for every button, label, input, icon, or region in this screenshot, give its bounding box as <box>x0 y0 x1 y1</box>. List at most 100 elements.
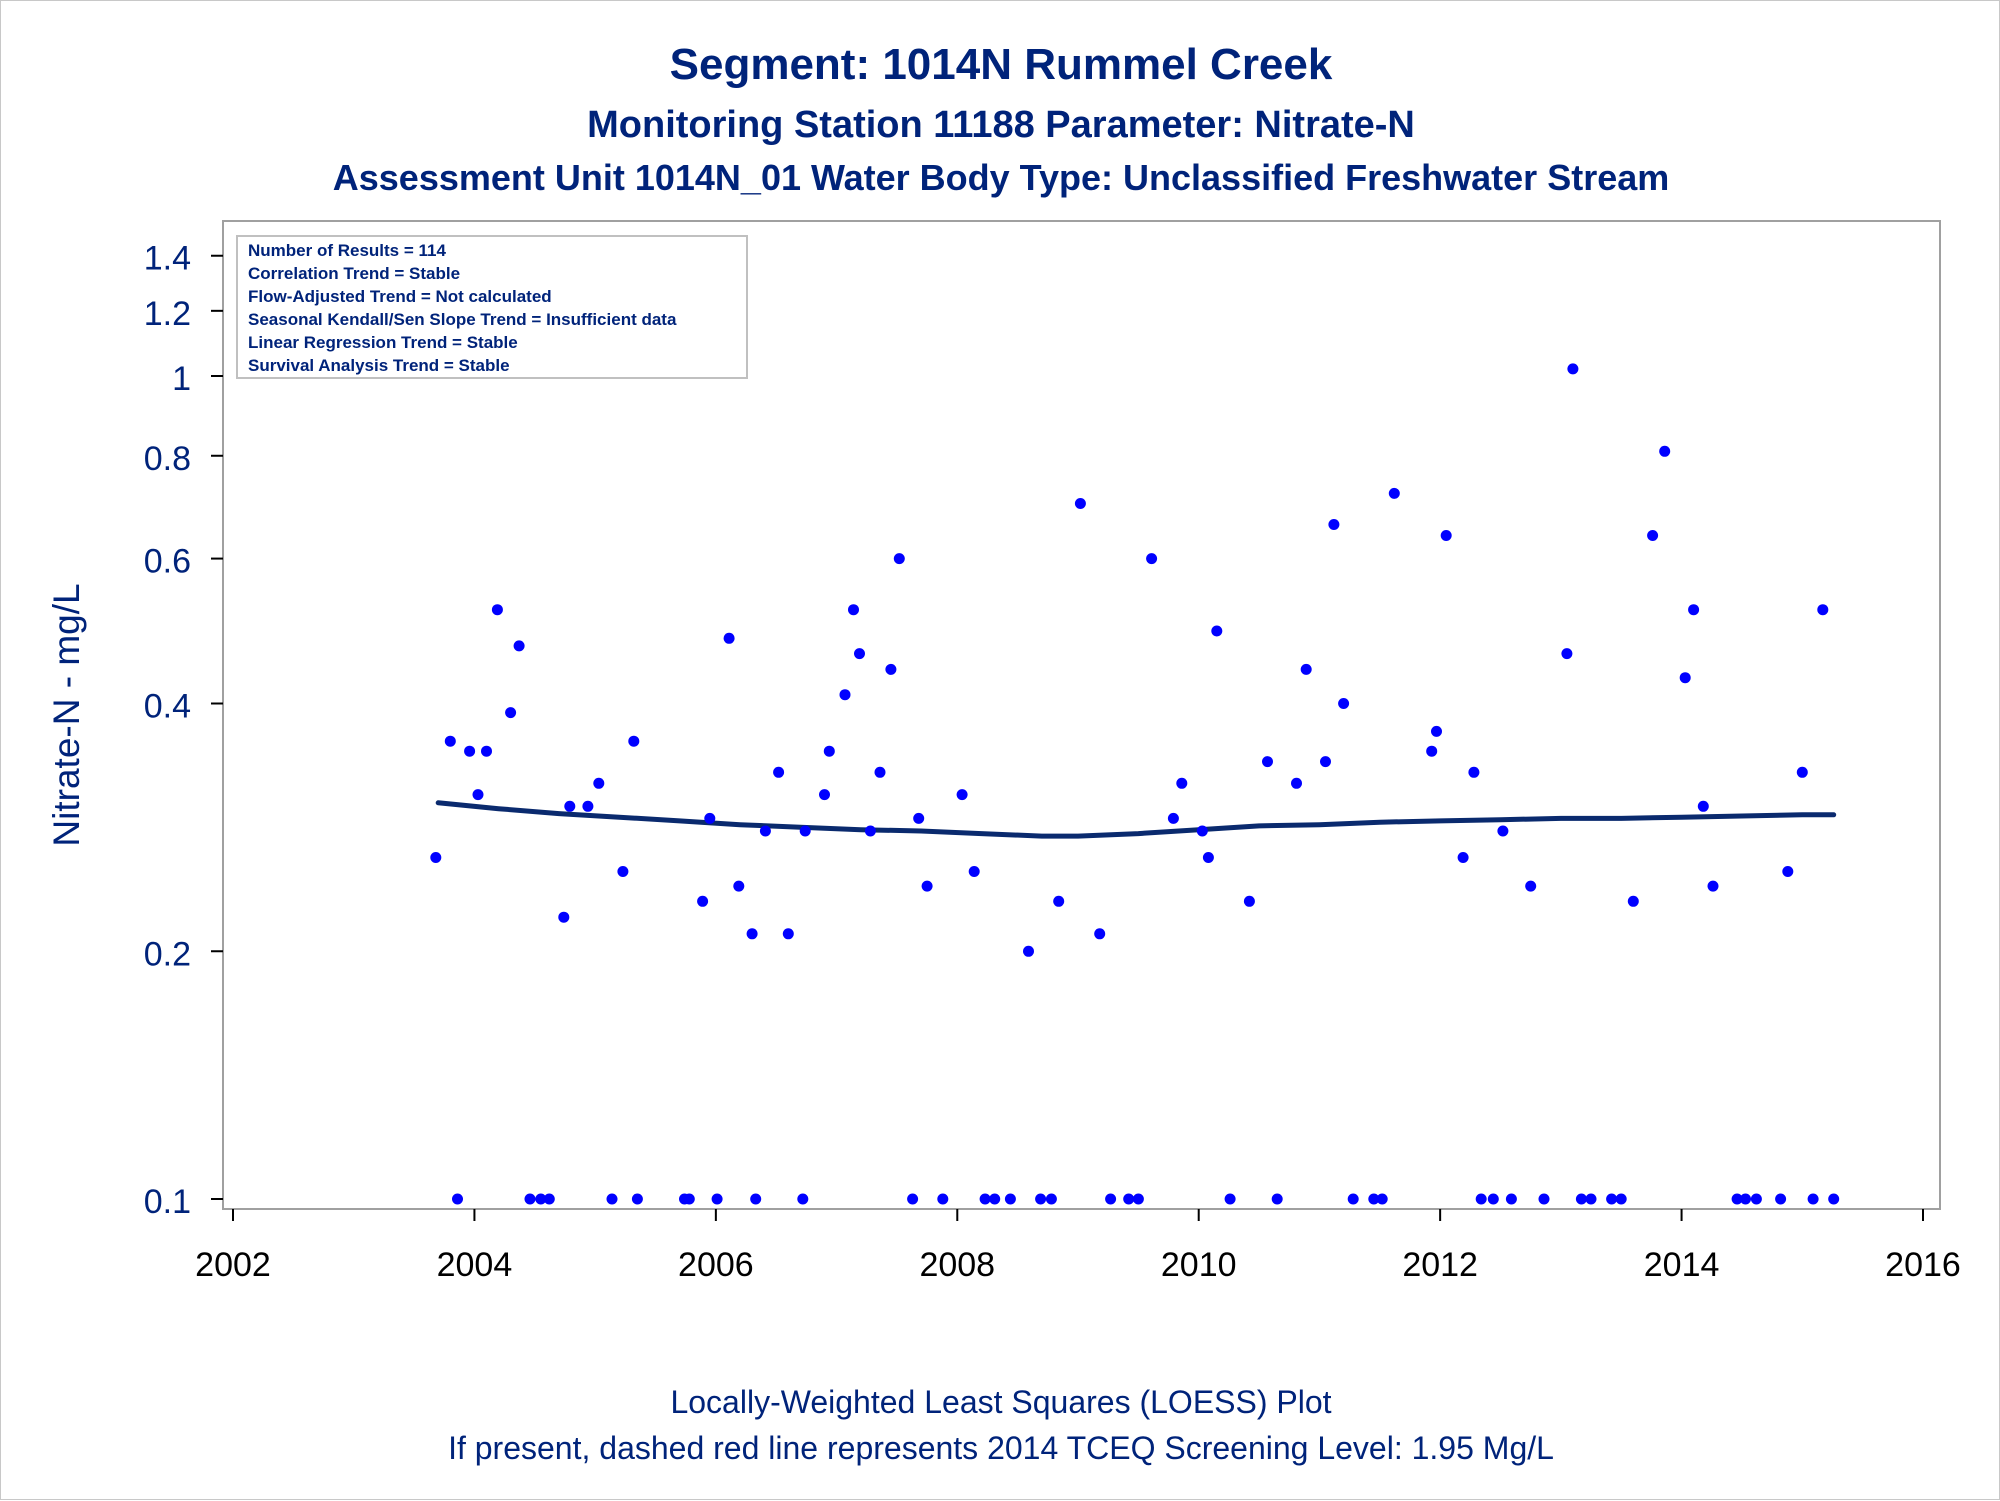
data-point <box>1211 625 1223 637</box>
data-point <box>1347 1193 1359 1205</box>
y-axis-label: Nitrate-N - mg/L <box>46 583 87 846</box>
data-point <box>1679 672 1691 684</box>
loess-series <box>435 800 1837 839</box>
data-point <box>617 866 629 877</box>
data-point <box>782 928 794 940</box>
data-point <box>1376 1193 1388 1205</box>
data-point <box>1320 756 1331 768</box>
stats-line-survival-analysis: Survival Analysis Trend = Stable <box>248 356 510 375</box>
data-point <box>921 880 933 892</box>
data-point <box>1388 487 1400 499</box>
x-tick-label: 2010 <box>1161 1246 1237 1284</box>
data-point <box>956 789 968 801</box>
stats-line-flow-adjusted: Flow-Adjusted Trend = Not calculated <box>248 287 552 306</box>
data-point <box>491 604 503 616</box>
data-point <box>1202 852 1214 863</box>
data-point <box>1475 1193 1487 1205</box>
data-point <box>1224 1193 1236 1205</box>
chart-title: Segment: 1014N Rummel Creek <box>670 40 1333 89</box>
data-point <box>472 789 484 801</box>
data-point <box>1796 766 1808 778</box>
data-point <box>606 1193 618 1205</box>
data-point <box>1105 1193 1117 1205</box>
x-tick-label: 2016 <box>1885 1246 1961 1284</box>
data-point <box>524 1193 536 1205</box>
data-point <box>907 1193 919 1205</box>
y-tick-label: 0.8 <box>144 440 191 478</box>
data-point <box>1053 895 1065 907</box>
data-point <box>1525 880 1537 892</box>
data-point <box>1045 1193 1057 1205</box>
data-point <box>1538 1193 1550 1205</box>
data-point <box>1817 604 1829 616</box>
stats-box: Number of Results = 114 Correlation Tren… <box>236 235 748 379</box>
data-point <box>430 852 442 863</box>
data-point <box>797 1193 809 1205</box>
data-point <box>823 745 835 757</box>
data-point <box>628 735 640 747</box>
x-tick-label: 2008 <box>919 1246 995 1284</box>
data-point <box>1004 1193 1016 1205</box>
data-point <box>1035 1193 1047 1205</box>
data-point <box>1627 895 1639 907</box>
data-point <box>1585 1193 1597 1205</box>
x-tick-label: 2004 <box>437 1246 513 1284</box>
y-tick-label: 0.6 <box>144 543 191 581</box>
data-point <box>750 1193 762 1205</box>
data-point <box>1176 777 1188 789</box>
footnote-loess: Locally-Weighted Least Squares (LOESS) P… <box>670 1384 1331 1420</box>
data-point <box>1575 1193 1587 1205</box>
stats-line-linear-regression: Linear Regression Trend = Stable <box>248 333 518 352</box>
data-point <box>1243 895 1255 907</box>
data-point <box>1291 777 1302 789</box>
data-point <box>683 1193 695 1205</box>
data-point <box>1807 1193 1819 1205</box>
data-point <box>1659 445 1671 457</box>
data-point <box>1697 800 1709 812</box>
x-tick-label: 2012 <box>1402 1246 1478 1284</box>
data-point <box>937 1193 949 1205</box>
y-tick-label: 1.2 <box>144 295 191 333</box>
data-point <box>893 553 905 565</box>
y-tick-label: 1.4 <box>144 240 191 278</box>
data-point <box>1497 825 1509 837</box>
y-tick-label: 0.2 <box>144 935 191 973</box>
data-point <box>913 812 925 824</box>
data-points <box>430 237 1840 1205</box>
data-point <box>697 895 709 907</box>
y-tick-label: 1 <box>172 360 191 398</box>
data-point <box>968 866 980 877</box>
y-tick-label: 0.1 <box>144 1183 191 1221</box>
data-point <box>1457 852 1469 863</box>
data-point <box>535 1193 547 1205</box>
data-point <box>1487 1193 1499 1205</box>
x-tick-label: 2006 <box>678 1246 754 1284</box>
chart-subtitle-station: Monitoring Station 11188 Parameter: Nitr… <box>587 104 1415 146</box>
stats-line-seasonal-kendall: Seasonal Kendall/Sen Slope Trend = Insuf… <box>248 310 677 329</box>
data-point <box>1262 756 1273 768</box>
data-point <box>558 911 570 923</box>
loess-curve <box>435 800 1837 839</box>
data-point <box>464 745 476 757</box>
data-point <box>1023 945 1034 957</box>
data-point <box>1828 1193 1840 1205</box>
data-point <box>1615 1193 1627 1205</box>
data-point <box>1561 648 1573 660</box>
data-point <box>1094 928 1106 940</box>
chart-subtitle-assessment-unit: Assessment Unit 1014N_01 Water Body Type… <box>333 157 1670 198</box>
data-point <box>1338 698 1350 709</box>
data-point <box>989 1193 1001 1205</box>
data-point <box>799 825 811 837</box>
data-point <box>1782 866 1794 877</box>
data-point <box>759 825 771 837</box>
data-point <box>444 735 456 747</box>
data-point <box>1074 498 1086 509</box>
data-point <box>582 800 594 812</box>
data-point <box>773 766 785 778</box>
data-point <box>1468 766 1480 778</box>
data-point <box>1505 1193 1517 1205</box>
data-point <box>1271 1193 1283 1205</box>
data-point <box>564 800 576 812</box>
